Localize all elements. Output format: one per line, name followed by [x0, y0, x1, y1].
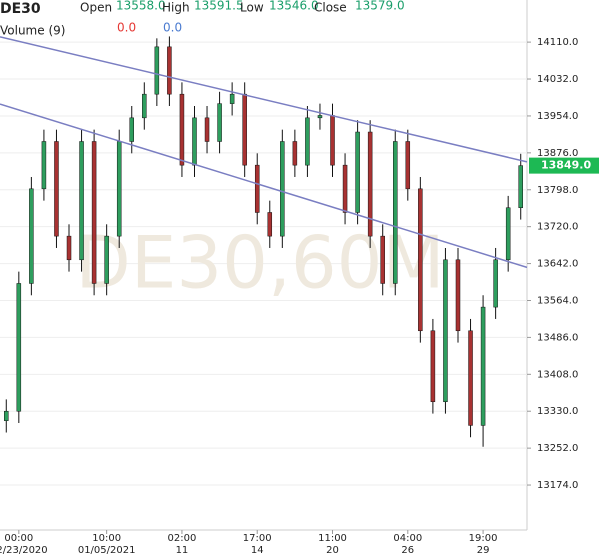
- trend-line: [0, 36, 528, 163]
- candle-body: [317, 115, 323, 119]
- x-tick-date: 12/23/2020: [0, 545, 48, 556]
- candle-body: [455, 259, 461, 332]
- candle-body: [29, 188, 34, 284]
- candle-body: [167, 46, 172, 95]
- trend-line: [0, 103, 528, 269]
- candle-body: [418, 188, 423, 332]
- x-tick-date: 01/05/2021: [78, 545, 136, 556]
- x-tick-date: 14: [251, 545, 264, 556]
- open-label: Open: [80, 1, 112, 15]
- x-tick-date: 26: [401, 545, 414, 556]
- x-tick-label: 17:00: [243, 533, 272, 544]
- low-value: 13546.0: [269, 0, 319, 13]
- last-price-box: [529, 157, 599, 174]
- high-label: High: [162, 1, 190, 15]
- candle-body: [342, 164, 348, 213]
- y-tick-label: 13642.0: [537, 259, 578, 270]
- x-tick-label: 10:00: [92, 533, 121, 544]
- x-tick-date: 11: [176, 545, 189, 556]
- x-tick-date: 29: [477, 545, 490, 556]
- candle-body: [505, 207, 511, 261]
- candle-body: [443, 259, 448, 403]
- close-label: Close: [314, 1, 347, 15]
- candle-body: [280, 141, 285, 237]
- candle-body: [104, 235, 109, 284]
- candle-body: [4, 410, 9, 421]
- y-tick-label: 13876.0: [537, 148, 578, 159]
- y-tick-label: 14110.0: [537, 37, 578, 48]
- candle-body: [79, 141, 84, 261]
- indicator-name: Volume (9): [0, 24, 65, 38]
- candle-body: [16, 283, 22, 412]
- candle-body: [229, 93, 235, 104]
- candle-body: [367, 131, 373, 237]
- candle-body: [179, 93, 185, 166]
- candle-body: [154, 46, 160, 95]
- open-value: 13558.0: [116, 0, 166, 13]
- candle-body: [468, 330, 473, 426]
- candle-body: [518, 165, 523, 208]
- last-price-label: 13849.0: [541, 159, 591, 172]
- candle-body: [204, 117, 210, 142]
- candle-body: [254, 164, 260, 213]
- y-tick-label: 13564.0: [537, 295, 578, 306]
- y-tick-label: 13408.0: [537, 369, 578, 380]
- y-tick-label: 13954.0: [537, 111, 578, 122]
- candle-body: [192, 117, 197, 166]
- y-tick-label: 13720.0: [537, 222, 578, 233]
- y-tick-label: 13486.0: [537, 332, 578, 343]
- candle-body: [393, 141, 398, 284]
- candle-body: [142, 93, 147, 119]
- candle-body: [129, 117, 134, 142]
- low-label: Low: [240, 1, 264, 15]
- watermark: DE30,60M: [75, 221, 444, 305]
- candle-body: [217, 103, 222, 142]
- x-tick-label: 11:00: [318, 533, 347, 544]
- candle-body: [480, 306, 486, 426]
- symbol: DE30: [0, 1, 41, 17]
- candle-body: [54, 141, 59, 237]
- candle-body: [91, 141, 97, 284]
- y-tick-label: 14032.0: [537, 74, 578, 85]
- indicator-value: 0.0: [163, 21, 182, 35]
- x-tick-label: 00:00: [4, 533, 33, 544]
- close-value: 13579.0: [355, 0, 405, 13]
- candle-body: [242, 93, 247, 166]
- x-tick-label: 19:00: [469, 533, 498, 544]
- candle-body: [116, 141, 122, 237]
- candle-body: [355, 131, 360, 213]
- x-tick-label: 02:00: [168, 533, 197, 544]
- indicator-value: 0.0: [117, 21, 136, 35]
- y-tick-label: 13330.0: [537, 406, 578, 417]
- x-tick-label: 04:00: [393, 533, 422, 544]
- candle-body: [292, 141, 298, 166]
- candle-body: [493, 259, 498, 308]
- high-value: 13591.5: [194, 0, 244, 13]
- candle-body: [330, 115, 335, 166]
- candle-body: [66, 235, 72, 261]
- x-tick-date: 20: [326, 545, 339, 556]
- y-tick-label: 13798.0: [537, 185, 578, 196]
- candle-body: [430, 330, 436, 403]
- candle-body: [405, 141, 411, 190]
- y-tick-label: 13252.0: [537, 443, 578, 454]
- candle-body: [41, 141, 47, 190]
- y-tick-label: 13174.0: [537, 480, 578, 491]
- candle-body: [380, 235, 385, 284]
- candle-body: [305, 117, 310, 166]
- candle-body: [267, 212, 273, 237]
